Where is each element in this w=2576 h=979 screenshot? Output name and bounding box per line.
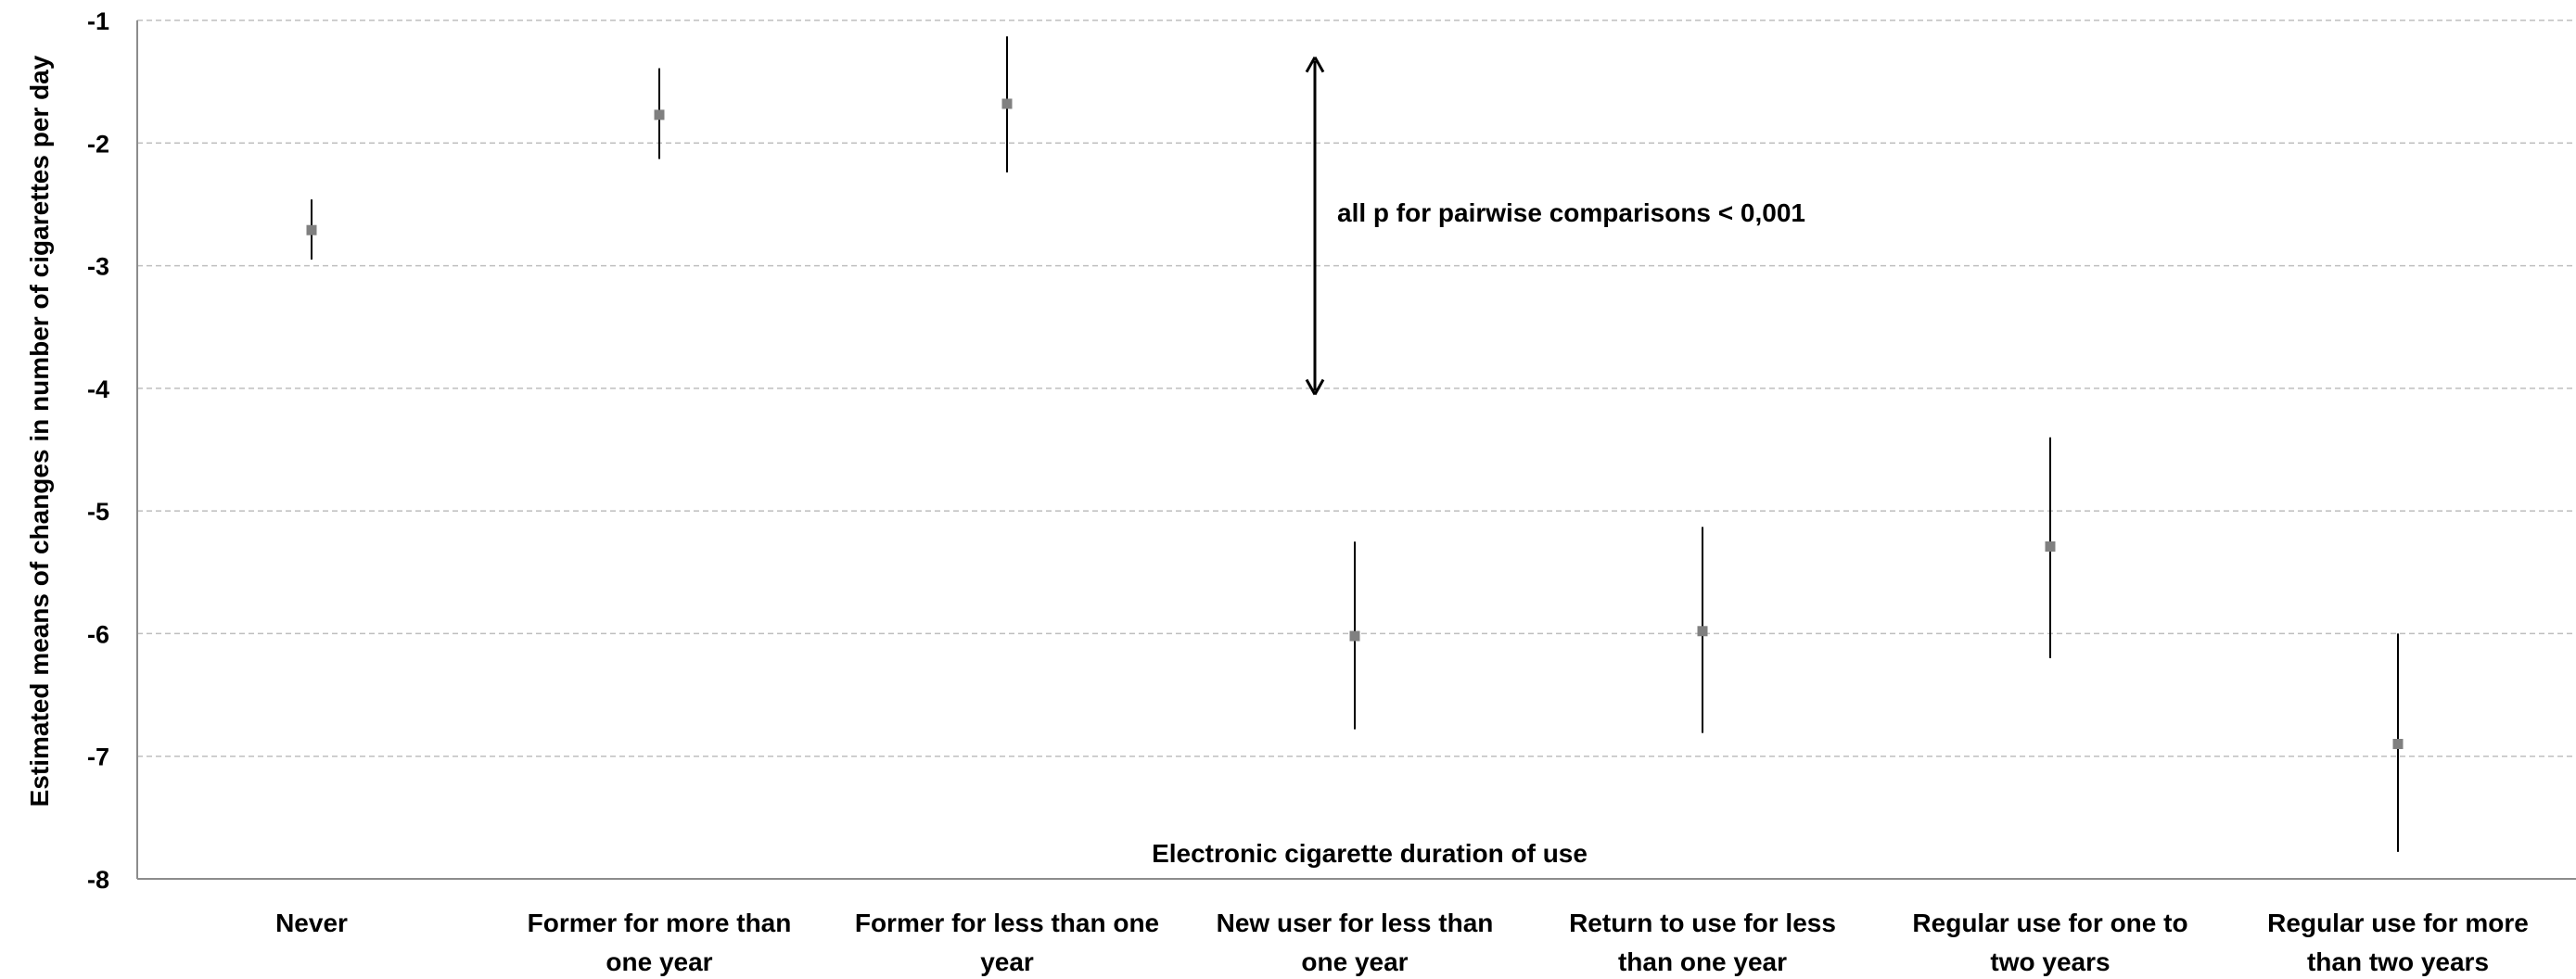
- x-category-label: New user for less than one year: [1217, 909, 1494, 976]
- x-category-label-line: two years: [1990, 947, 2110, 976]
- annotation-text: all p for pairwise comparisons < 0,001: [1337, 198, 1805, 227]
- x-category-label-line: Return to use for less: [1569, 909, 1836, 937]
- x-category-label-line: New user for less than: [1217, 909, 1494, 937]
- y-tick-label: -2: [87, 130, 109, 158]
- y-tick-label: -4: [87, 375, 109, 403]
- data-point: [1697, 626, 1708, 637]
- annotation-arrowhead-bottom: [1305, 378, 1325, 396]
- data-point: [2392, 738, 2404, 749]
- y-tick-label: -7: [87, 744, 109, 771]
- x-category-label: Former for less than one year: [855, 909, 1159, 976]
- y-tick-label: -6: [87, 620, 109, 648]
- y-tick-label: -8: [87, 866, 109, 894]
- x-category-label-line: Never: [275, 909, 348, 937]
- x-category-label: Return to use for less than one year: [1569, 909, 1836, 976]
- data-point: [654, 109, 665, 121]
- x-category-label-line: Regular use for more: [2267, 909, 2529, 937]
- x-category-label-line: one year: [606, 947, 712, 976]
- y-tick-label: -1: [87, 7, 109, 35]
- x-category-label-line: year: [980, 947, 1034, 976]
- annotation: all p for pairwise comparisons < 0,001: [1305, 56, 1805, 396]
- y-axis-title: Estimated means of changes in number of …: [25, 55, 54, 807]
- x-category-label-line: Former for more than: [528, 909, 792, 937]
- x-axis-title: Electronic cigarette duration of use: [1152, 839, 1588, 868]
- x-category-label-line: Former for less than one: [855, 909, 1159, 937]
- y-tick-labels: -1 -2 -3 -4 -5 -6 -7 -8: [87, 7, 109, 894]
- x-category-label-line: than two years: [2307, 947, 2489, 976]
- x-category-label: Regular use for one to two years: [1912, 909, 2187, 976]
- axes: [136, 20, 2576, 880]
- x-category-label-line: than one year: [1618, 947, 1787, 976]
- x-category-label-line: Regular use for one to: [1912, 909, 2187, 937]
- y-tick-label: -5: [87, 498, 109, 526]
- gridlines: [137, 19, 2576, 757]
- x-category-labels: Never Former for more than one yearFormer …: [275, 909, 2529, 976]
- data-point: [306, 224, 317, 235]
- data-point: [1001, 98, 1013, 109]
- annotation-arrowhead-top: [1305, 56, 1325, 73]
- x-category-label: Regular use for more than two years: [2267, 909, 2529, 976]
- data-point: [1349, 630, 1360, 642]
- x-category-label: Never: [275, 909, 348, 937]
- y-tick-label: -3: [87, 253, 109, 281]
- x-category-label: Former for more than one year: [528, 909, 792, 976]
- data-point: [2045, 541, 2056, 553]
- x-category-label-line: one year: [1301, 947, 1408, 976]
- data-points: [306, 36, 2404, 852]
